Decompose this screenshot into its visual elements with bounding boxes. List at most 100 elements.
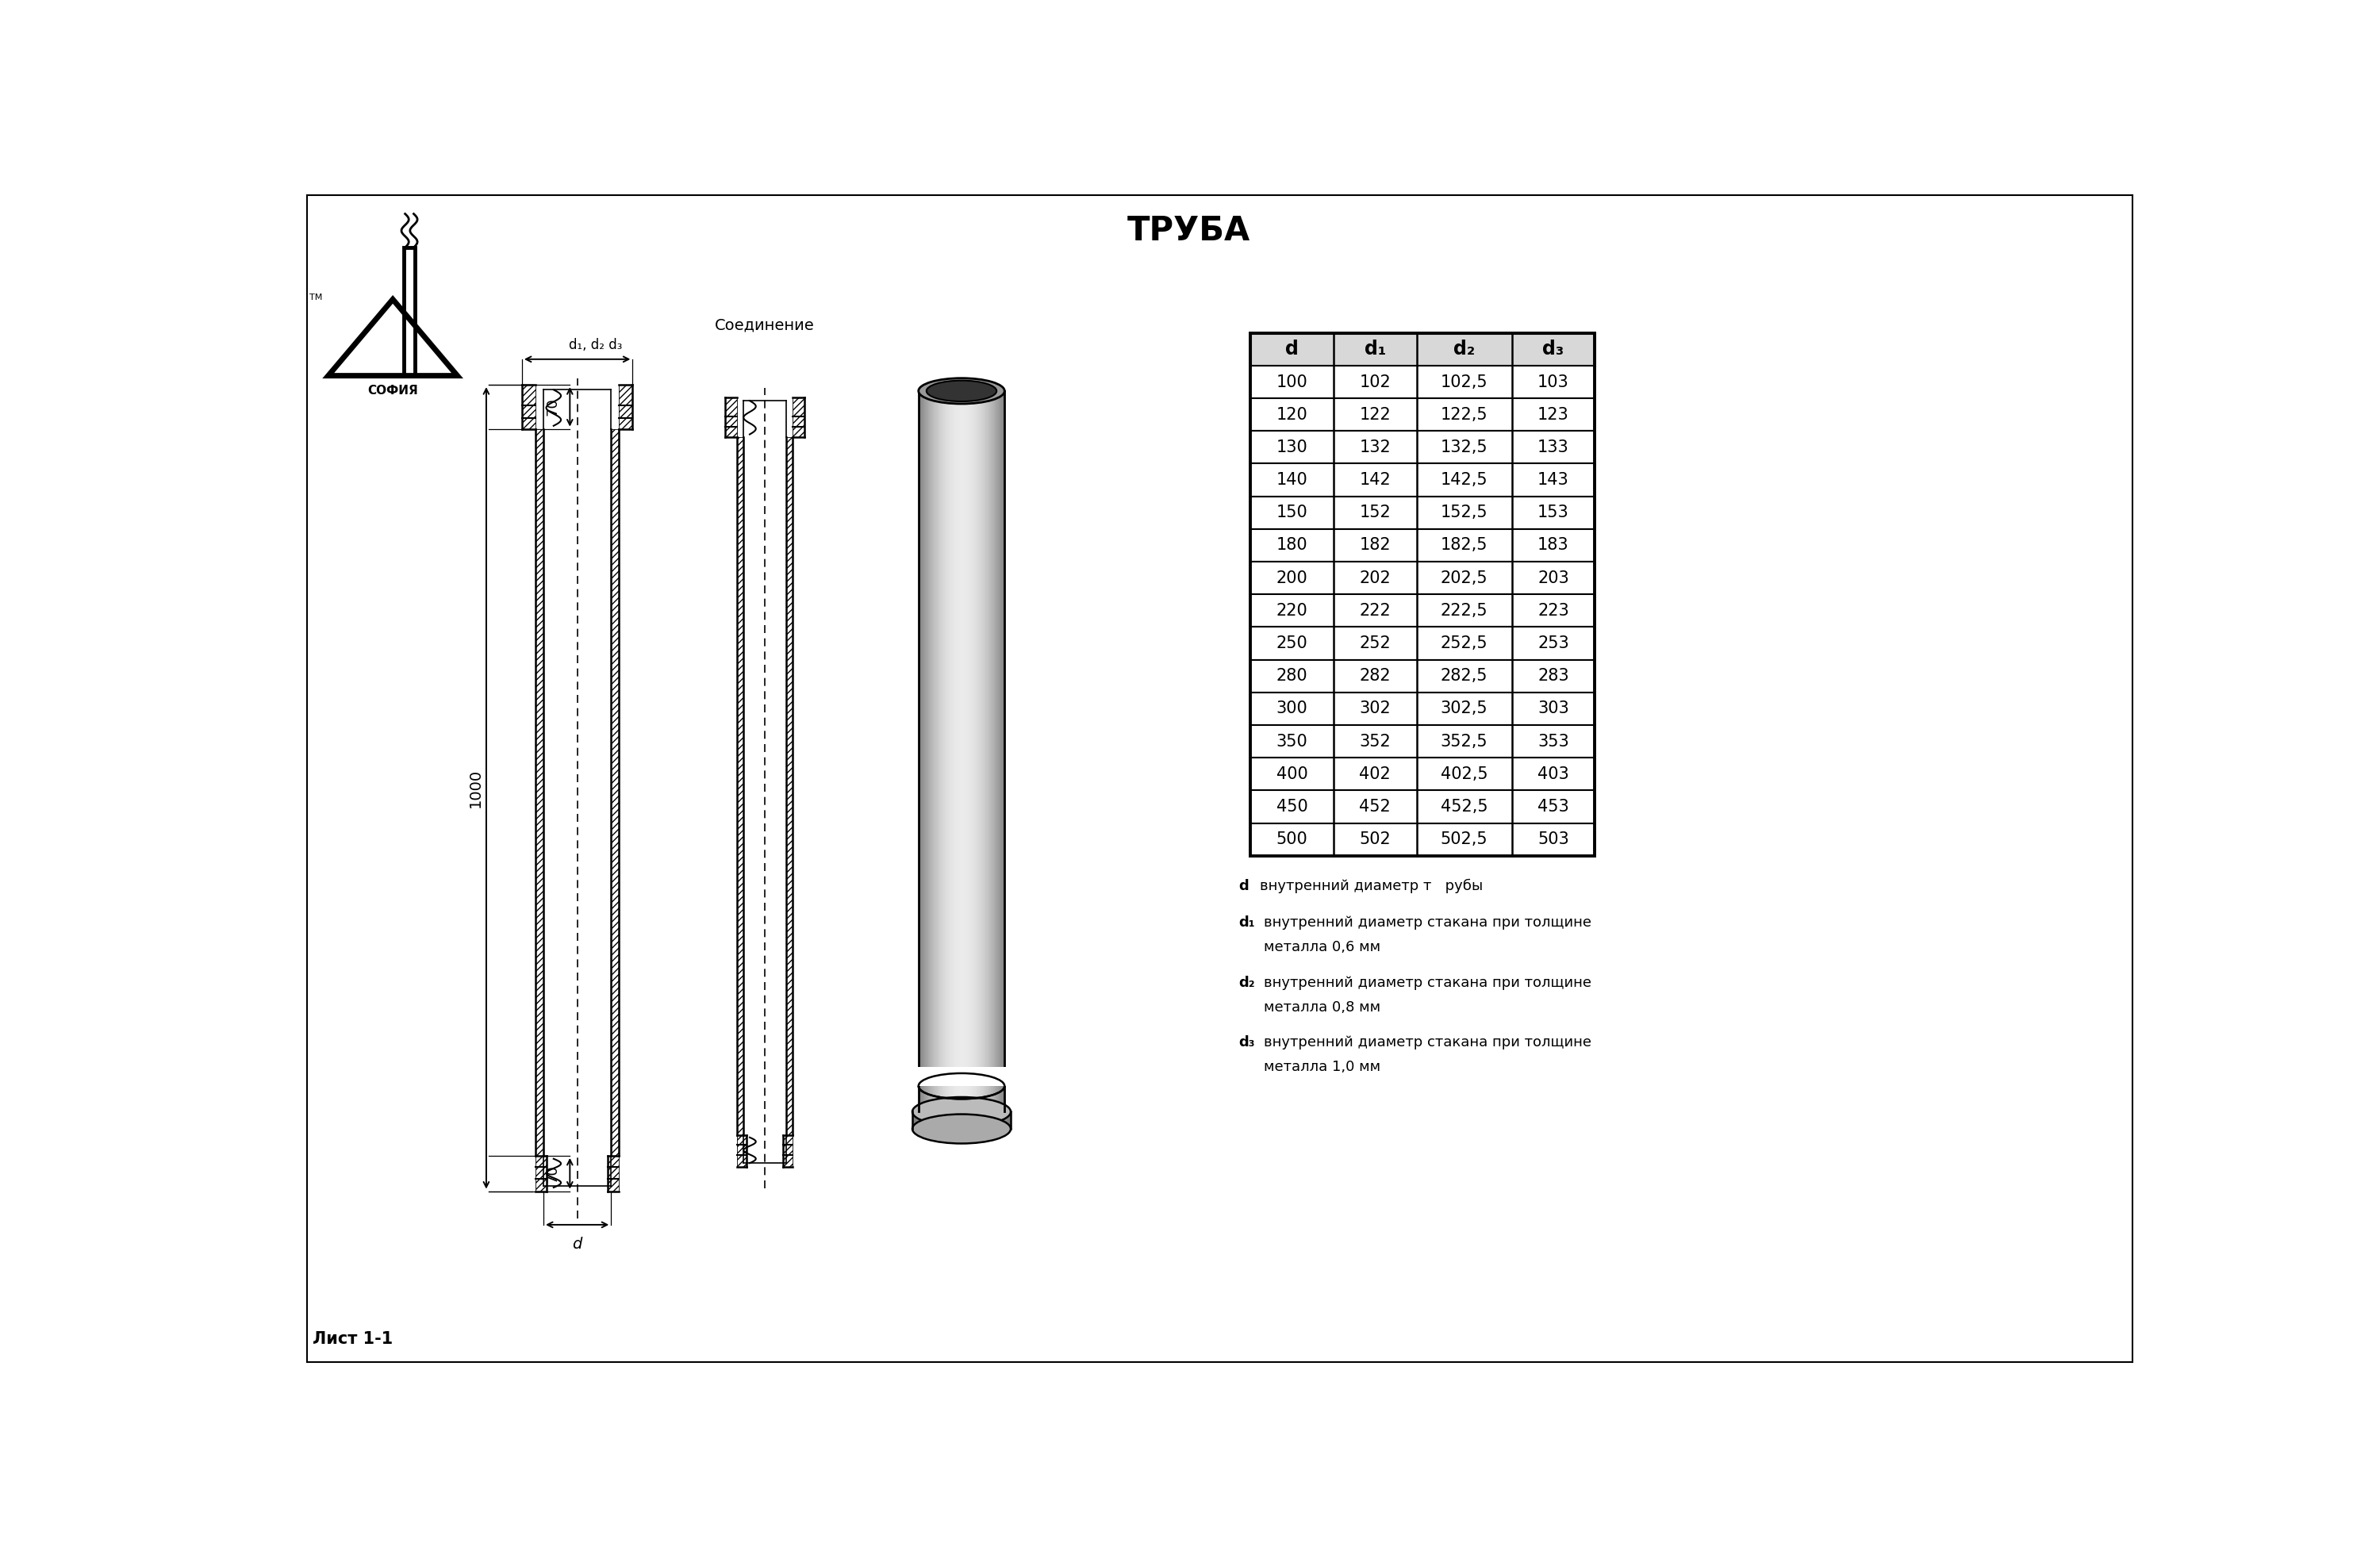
Text: 350: 350 — [1276, 734, 1307, 749]
Polygon shape — [726, 397, 738, 436]
Text: d₂: d₂ — [1238, 975, 1254, 989]
Text: 403: 403 — [1537, 767, 1568, 782]
Text: 143: 143 — [1537, 472, 1568, 488]
Text: ТМ: ТМ — [309, 293, 324, 301]
Text: d₁: d₁ — [1364, 340, 1385, 358]
Text: 453: 453 — [1537, 799, 1568, 815]
Text: металла 1,0 мм: металла 1,0 мм — [1264, 1059, 1380, 1073]
Text: металла 0,6 мм: металла 0,6 мм — [1264, 939, 1380, 955]
Text: 303: 303 — [1537, 701, 1568, 717]
Text: 402: 402 — [1359, 767, 1390, 782]
Ellipse shape — [926, 380, 997, 402]
Bar — [1250, 595, 1595, 626]
Text: 452,5: 452,5 — [1440, 799, 1488, 815]
Text: 142,5: 142,5 — [1440, 472, 1488, 488]
Text: 132,5: 132,5 — [1440, 439, 1488, 455]
Bar — [1250, 659, 1595, 692]
Bar — [1250, 497, 1595, 530]
Text: 220: 220 — [1276, 603, 1307, 619]
Text: 203: 203 — [1537, 570, 1568, 586]
Text: 502,5: 502,5 — [1440, 832, 1488, 848]
Polygon shape — [619, 385, 633, 428]
Text: 102: 102 — [1359, 374, 1390, 390]
Text: внутренний диаметр стакана при толщине: внутренний диаметр стакана при толщине — [1264, 916, 1592, 930]
Text: ТРУБА: ТРУБА — [1128, 213, 1250, 248]
Text: 102,5: 102,5 — [1440, 374, 1488, 390]
Text: 153: 153 — [1537, 505, 1568, 520]
Text: 122,5: 122,5 — [1440, 407, 1488, 422]
Bar — [1250, 562, 1595, 595]
Text: металла 0,8 мм: металла 0,8 мм — [1264, 1000, 1380, 1014]
Text: 182,5: 182,5 — [1440, 538, 1488, 553]
Text: 283: 283 — [1537, 668, 1568, 684]
Text: 123: 123 — [1537, 407, 1568, 422]
Text: Лист 1-1: Лист 1-1 — [312, 1331, 393, 1348]
Text: 400: 400 — [1276, 767, 1307, 782]
Text: Соединение: Соединение — [714, 318, 814, 333]
Bar — [1250, 692, 1595, 724]
Text: 253: 253 — [1537, 636, 1568, 651]
Text: 302,5: 302,5 — [1440, 701, 1488, 717]
Text: d₃: d₃ — [1238, 1036, 1254, 1050]
Text: внутренний диаметр стакана при толщине: внутренний диаметр стакана при толщине — [1264, 1036, 1592, 1050]
Polygon shape — [536, 1156, 547, 1192]
Bar — [1250, 626, 1595, 659]
Text: d₁, d₂ d₃: d₁, d₂ d₃ — [569, 338, 624, 352]
Text: 402,5: 402,5 — [1440, 767, 1488, 782]
Bar — [1250, 823, 1595, 855]
Text: d₂: d₂ — [1454, 340, 1476, 358]
Text: 152: 152 — [1359, 505, 1390, 520]
Text: d: d — [1285, 340, 1299, 358]
Polygon shape — [612, 428, 619, 1156]
Text: 202,5: 202,5 — [1440, 570, 1488, 586]
Text: 353: 353 — [1537, 734, 1568, 749]
Bar — [1250, 399, 1595, 432]
Polygon shape — [793, 397, 804, 436]
Text: d: d — [1238, 879, 1247, 893]
Bar — [1250, 530, 1595, 562]
Text: 500: 500 — [1276, 832, 1307, 848]
Text: 502: 502 — [1359, 832, 1390, 848]
Bar — [916, 1067, 1007, 1086]
Bar — [1250, 366, 1595, 399]
Polygon shape — [521, 385, 536, 428]
Text: СОФИЯ: СОФИЯ — [367, 385, 419, 397]
Text: d: d — [571, 1237, 583, 1253]
Text: 352: 352 — [1359, 734, 1390, 749]
Text: 280: 280 — [1276, 668, 1307, 684]
Text: 450: 450 — [1276, 799, 1307, 815]
Polygon shape — [783, 1134, 793, 1167]
Text: 142: 142 — [1359, 472, 1390, 488]
Text: 140: 140 — [1276, 472, 1307, 488]
Text: 182: 182 — [1359, 538, 1390, 553]
Text: 183: 183 — [1537, 538, 1568, 553]
Text: 222: 222 — [1359, 603, 1390, 619]
Text: внутренний диаметр т   рубы: внутренний диаметр т рубы — [1259, 879, 1483, 893]
Text: 1000: 1000 — [466, 768, 483, 807]
Ellipse shape — [919, 379, 1004, 404]
Bar — [1250, 724, 1595, 757]
Text: 132: 132 — [1359, 439, 1390, 455]
Bar — [1250, 333, 1595, 855]
Bar — [1250, 757, 1595, 790]
Text: 200: 200 — [1276, 570, 1307, 586]
Polygon shape — [785, 436, 793, 1134]
Text: 300: 300 — [1276, 701, 1307, 717]
Text: 503: 503 — [1537, 832, 1568, 848]
Bar — [1250, 432, 1595, 464]
Text: 352,5: 352,5 — [1440, 734, 1488, 749]
Text: 222,5: 222,5 — [1440, 603, 1488, 619]
Text: 120: 120 — [1276, 407, 1307, 422]
Text: 70: 70 — [545, 397, 559, 416]
Text: 302: 302 — [1359, 701, 1390, 717]
Text: 122: 122 — [1359, 407, 1390, 422]
Bar — [1250, 464, 1595, 497]
Text: 202: 202 — [1359, 570, 1390, 586]
Text: d₃: d₃ — [1542, 340, 1564, 358]
Ellipse shape — [912, 1114, 1012, 1144]
Text: 223: 223 — [1537, 603, 1568, 619]
Text: 152,5: 152,5 — [1440, 505, 1488, 520]
Text: 100: 100 — [1276, 374, 1307, 390]
Bar — [405, 248, 414, 375]
Polygon shape — [536, 428, 543, 1156]
